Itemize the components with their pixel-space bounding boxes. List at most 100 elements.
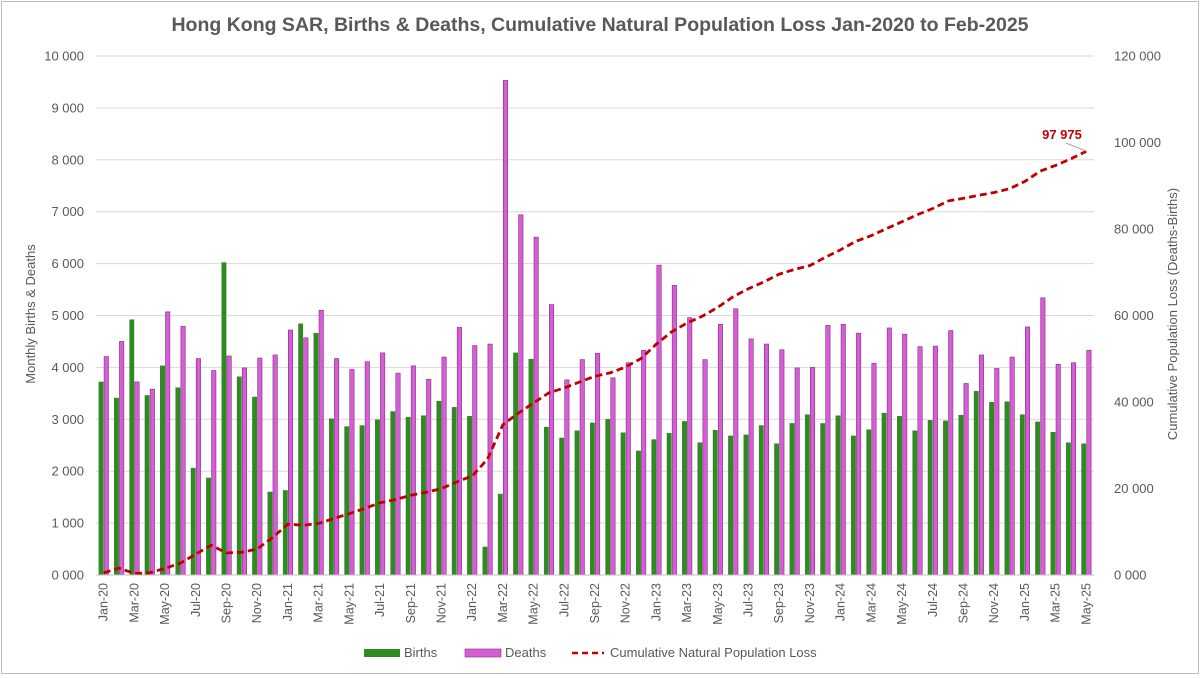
births-bar (697, 442, 703, 576)
deaths-bar (902, 333, 908, 576)
births-bar (636, 450, 641, 576)
bars (98, 80, 1092, 576)
chart-title: Hong Kong SAR, Births & Deaths, Cumulati… (171, 14, 1028, 36)
x-tick-label: Jan-21 (281, 583, 295, 621)
births-bar (574, 430, 580, 576)
y-right-tick-label: 0 000 (1114, 568, 1147, 583)
deaths-bar (380, 352, 386, 576)
x-tick-label: Jan-25 (1018, 583, 1032, 621)
y-left-tick-label: 8 000 (51, 152, 84, 167)
deaths-bar (717, 324, 723, 576)
births-bar (313, 332, 319, 576)
births-bar (881, 412, 887, 576)
births-bar (252, 396, 258, 576)
gridlines (96, 55, 1094, 524)
births-bar (973, 391, 979, 576)
births-bar (436, 400, 442, 576)
y-right-tick-label: 80 000 (1114, 222, 1154, 237)
y-right-tick-label: 100 000 (1114, 135, 1161, 150)
deaths-bar (687, 317, 693, 576)
y-left-tick-label: 4 000 (51, 360, 84, 375)
births-bar (206, 477, 211, 576)
deaths-bar (472, 345, 478, 576)
x-tick-label: Jan-23 (649, 583, 663, 621)
deaths-bar (794, 367, 800, 576)
births-bar (543, 426, 549, 576)
x-tick-label: Sep-23 (772, 583, 786, 623)
births-bar (559, 437, 565, 576)
deaths-bar (318, 310, 324, 576)
deaths-bar (441, 356, 447, 576)
y-left-tick-label: 0 000 (51, 568, 84, 583)
y-left-tick-label: 9 000 (51, 100, 84, 115)
deaths-bar (487, 343, 493, 576)
births-bar (804, 414, 810, 576)
y-left-tick-label: 10 000 (44, 49, 84, 64)
x-tick-label: Jul-22 (557, 583, 571, 617)
deaths-bar (502, 80, 508, 576)
deaths-bar (288, 329, 294, 576)
births-bar (282, 490, 288, 576)
deaths-bar (1009, 356, 1015, 576)
births-bar (758, 425, 764, 576)
x-tick-label: May-24 (895, 583, 909, 625)
x-tick-label: Sep-24 (956, 583, 970, 623)
y-left-tick-label: 6 000 (51, 256, 84, 271)
deaths-bar (1055, 363, 1061, 576)
y-left-tick-label: 2 000 (51, 464, 84, 479)
deaths-bar (165, 311, 171, 576)
births-bar (897, 415, 902, 576)
deaths-bar (810, 367, 816, 576)
births-bar (712, 429, 718, 576)
births-bar (666, 433, 672, 576)
deaths-bar (856, 332, 862, 576)
x-tick-label: Sep-22 (588, 583, 602, 623)
legend-cumulative-label: Cumulative Natural Population Loss (610, 645, 817, 660)
deaths-bar (733, 308, 739, 576)
deaths-bar (871, 362, 877, 576)
x-tick-label: Mar-20 (127, 583, 141, 623)
births-bar (344, 426, 350, 576)
births-bar (866, 429, 872, 576)
x-tick-label: May-23 (711, 583, 725, 625)
y-left-tick-label: 1 000 (51, 516, 84, 531)
deaths-bar (103, 356, 109, 576)
final-value-annotation: 97 975 (1042, 127, 1082, 142)
cumulative-loss-line (103, 150, 1087, 575)
births-bar (328, 418, 334, 576)
axes: 0 000 1 000 2 000 3 000 4 000 5 000 6 000 7 000… (44, 49, 1161, 625)
x-tick-label: Jan-22 (465, 583, 479, 621)
y-left-tick-label: 5 000 (51, 308, 84, 323)
legend-deaths-swatch (464, 648, 502, 658)
deaths-bar (564, 379, 570, 576)
births-bar (1019, 414, 1025, 576)
births-bar (605, 419, 611, 576)
deaths-bar (917, 346, 923, 576)
deaths-bar (1086, 349, 1092, 576)
deaths-bar (518, 214, 524, 576)
x-tick-label: Mar-22 (496, 583, 510, 623)
deaths-bar (303, 337, 309, 576)
births-bar (1081, 443, 1087, 576)
y-right-tick-label: 120 000 (1114, 49, 1161, 64)
births-bar (513, 352, 519, 576)
deaths-bar (134, 381, 140, 576)
deaths-bar (963, 383, 969, 576)
x-tick-label: Jul-20 (189, 583, 203, 617)
deaths-bar (426, 379, 432, 576)
deaths-bar (748, 338, 754, 576)
births-bar (912, 430, 918, 576)
y-right-tick-label: 40 000 (1114, 395, 1154, 410)
births-bar (851, 435, 856, 576)
deaths-bar (595, 353, 601, 576)
births-bar (405, 417, 411, 576)
deaths-bar (656, 264, 662, 576)
annotation-leader (1065, 142, 1087, 152)
x-tick-label: May-21 (342, 583, 356, 625)
legend-births-label: Births (404, 645, 438, 660)
deaths-bar (886, 327, 892, 576)
births-bar (144, 395, 150, 576)
births-bar (958, 414, 964, 576)
births-bar (160, 365, 165, 576)
